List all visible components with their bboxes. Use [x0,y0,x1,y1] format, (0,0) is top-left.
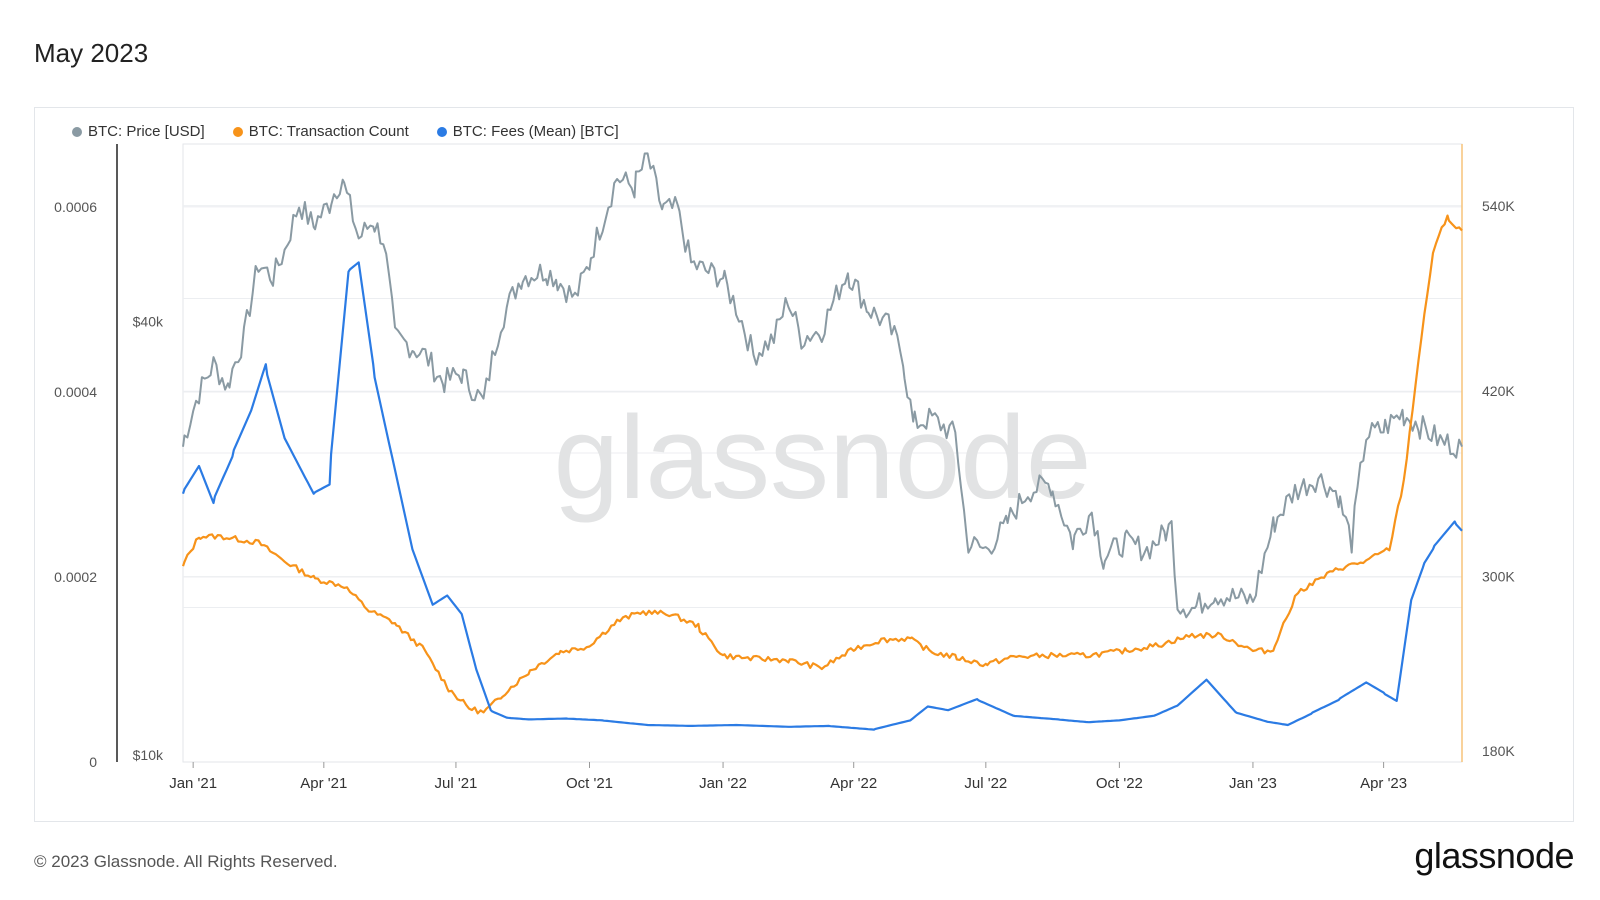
series-line-price [182,152,1463,619]
legend-dot-price [72,126,82,137]
x-tick-label-4: Jan '22 [699,775,747,792]
y-tick-fees-2: 0.0002 [54,569,97,585]
y-tick-tx-2: 300K [1482,569,1515,585]
y-tick-tx-1: 420K [1482,383,1515,399]
legend-label-tx-count: BTC: Transaction Count [248,123,409,140]
y-tick-fees-3: 0 [89,754,97,770]
x-tick-label-0: Jan '21 [169,775,217,792]
legend-label-price: BTC: Price [USD] [88,123,205,140]
series-line-tx-count [181,214,1463,715]
x-tick-label-1: Apr '21 [300,775,347,792]
y-tick-price-0: $40k [133,314,164,330]
series-line-fees [181,261,1463,731]
y-tick-fees-0: 0.0006 [54,199,97,215]
glassnode-logo[interactable]: glassnode [1414,835,1574,876]
x-tick-label-5: Apr '22 [830,775,877,792]
x-tick-label-6: Jul '22 [964,775,1007,792]
x-tick-label-8: Jan '23 [1229,775,1277,792]
y-tick-tx-0: 540K [1482,198,1515,214]
legend-item-tx-count[interactable]: BTC: Transaction Count [232,123,409,140]
legend-item-price[interactable]: BTC: Price [USD] [72,123,205,140]
legend-dot-fees [436,126,447,137]
x-tick-label-7: Oct '22 [1096,775,1143,792]
y-tick-tx-3: 180K [1482,743,1515,759]
chart-legend: BTC: Price [USD] BTC: Transaction Count … [72,123,619,140]
x-tick-label-3: Oct '21 [566,775,613,792]
y-tick-price-1: $10k [133,747,164,763]
chart-frame [34,107,1574,822]
legend-item-fees[interactable]: BTC: Fees (Mean) [BTC] [436,123,619,140]
legend-dot-tx-count [232,126,243,137]
x-tick-label-2: Jul '21 [434,775,477,792]
x-tick-label-9: Apr '23 [1360,775,1407,792]
watermark-text: glassnode [554,392,1092,524]
legend-label-fees: BTC: Fees (Mean) [BTC] [452,123,619,140]
copyright-text: © 2023 Glassnode. All Rights Reserved. [34,852,338,871]
y-tick-fees-1: 0.0004 [54,384,97,400]
page-title: May 2023 [34,38,149,68]
